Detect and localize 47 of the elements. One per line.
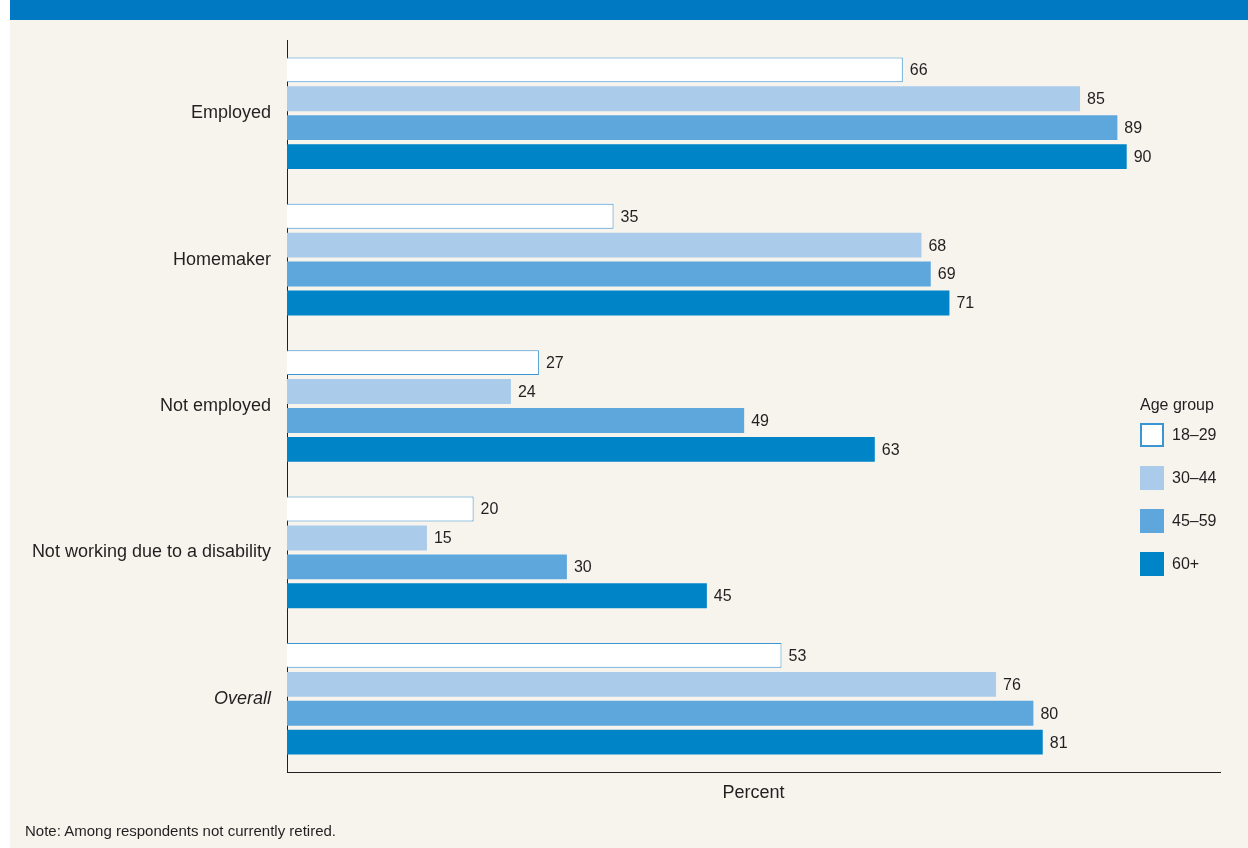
bar bbox=[287, 290, 950, 316]
bar bbox=[287, 144, 1127, 169]
legend-title: Age group bbox=[1140, 395, 1215, 415]
bar bbox=[287, 436, 875, 462]
data-label: 15 bbox=[433, 529, 452, 547]
bar bbox=[287, 729, 1043, 755]
data-label: 27 bbox=[545, 354, 564, 372]
legend-label: 45–59 bbox=[1172, 512, 1217, 530]
bar bbox=[287, 525, 427, 551]
data-label: 71 bbox=[956, 294, 975, 312]
bar bbox=[287, 700, 1034, 726]
bar bbox=[287, 554, 567, 580]
x-axis-title: Percent bbox=[722, 782, 785, 803]
y-tick-label: Employed bbox=[190, 102, 271, 123]
data-label: 89 bbox=[1124, 119, 1143, 137]
legend-label: 18–29 bbox=[1172, 426, 1217, 444]
data-label: 35 bbox=[620, 207, 639, 225]
data-label: 76 bbox=[1003, 675, 1021, 693]
data-label: 53 bbox=[788, 646, 807, 664]
bar bbox=[287, 86, 1081, 112]
data-label: 49 bbox=[751, 411, 770, 429]
data-label: 85 bbox=[1087, 90, 1105, 108]
data-label: 63 bbox=[881, 440, 900, 458]
data-label: 30 bbox=[573, 558, 592, 576]
bar bbox=[287, 408, 745, 433]
data-label: 69 bbox=[937, 265, 956, 283]
data-label: 81 bbox=[1049, 733, 1068, 751]
bar bbox=[287, 671, 997, 697]
y-tick-label: Homemaker bbox=[172, 248, 271, 269]
bar bbox=[287, 379, 511, 404]
data-label: 90 bbox=[1133, 147, 1152, 165]
text: Note: Among respondents not currently retired. bbox=[25, 822, 337, 839]
data-label: 24 bbox=[517, 382, 536, 400]
legend-label: 60+ bbox=[1172, 555, 1200, 573]
y-tick-label: Overall bbox=[213, 687, 272, 708]
data-label: 45 bbox=[713, 587, 732, 605]
data-label: 66 bbox=[909, 61, 928, 79]
bar bbox=[287, 583, 707, 609]
bar bbox=[287, 115, 1118, 141]
bar bbox=[287, 232, 922, 258]
data-label: 20 bbox=[480, 500, 499, 518]
legend-label: 30–44 bbox=[1172, 469, 1217, 487]
bar bbox=[287, 261, 931, 287]
data-label: 68 bbox=[928, 236, 947, 254]
data-label: 80 bbox=[1040, 704, 1059, 722]
y-tick-label: Not employed bbox=[159, 394, 271, 415]
y-tick-label: Not working due to a disability bbox=[31, 541, 271, 562]
